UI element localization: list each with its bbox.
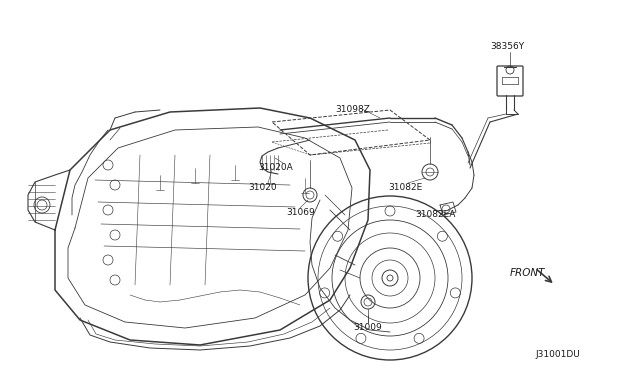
Text: FRONT: FRONT	[510, 268, 545, 278]
Text: 31098Z: 31098Z	[335, 105, 370, 114]
Text: 31020: 31020	[248, 183, 276, 192]
Text: 31069: 31069	[286, 208, 315, 217]
Text: J31001DU: J31001DU	[535, 350, 580, 359]
Text: 31020A: 31020A	[258, 163, 292, 172]
Text: 31082E: 31082E	[388, 183, 422, 192]
Text: 38356Y: 38356Y	[490, 42, 524, 51]
Text: 31082EA: 31082EA	[415, 210, 456, 219]
Text: 31009: 31009	[354, 323, 382, 332]
